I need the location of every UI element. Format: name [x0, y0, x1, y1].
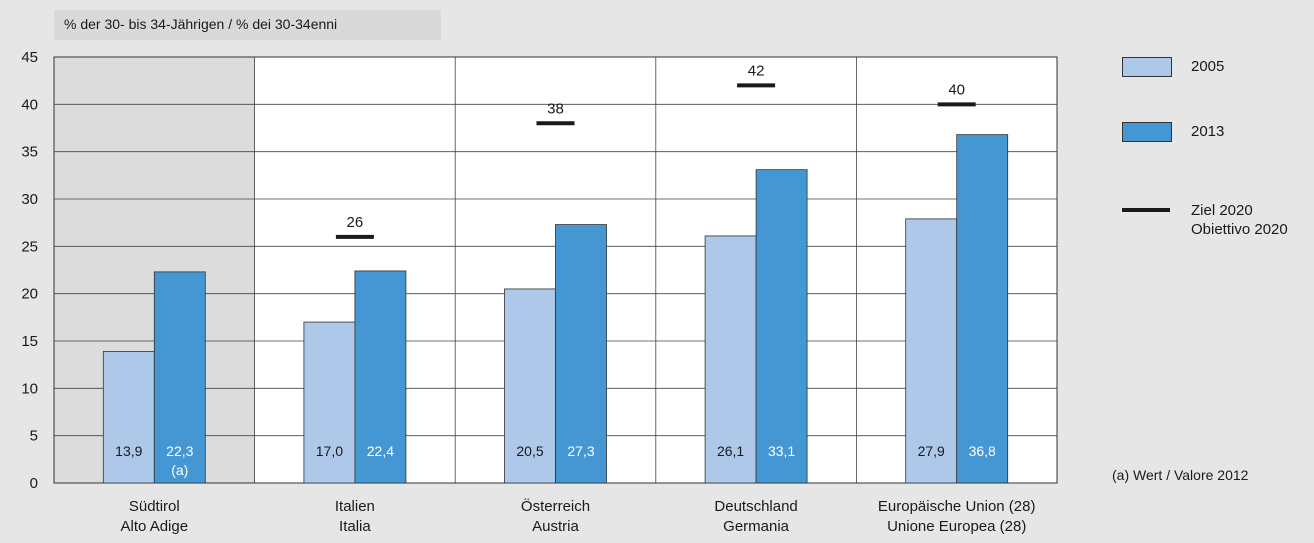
bar-note-label: (a) — [171, 462, 188, 478]
x-tick-label: Alto Adige — [121, 518, 189, 535]
x-tick-label: Unione Europea (28) — [887, 518, 1026, 535]
y-tick-label: 10 — [21, 380, 38, 397]
y-tick-label: 45 — [21, 49, 38, 66]
y-tick-label: 20 — [21, 286, 38, 303]
target-value-label: 42 — [748, 62, 765, 79]
x-tick-label: Austria — [532, 518, 579, 535]
y-tick-label: 30 — [21, 191, 38, 208]
bar-value-label: 17,0 — [316, 443, 343, 459]
bar-value-label: 36,8 — [969, 443, 996, 459]
x-tick-label: Italia — [339, 518, 371, 535]
target-value-label: 40 — [948, 81, 965, 98]
legend-label-2005: 2005 — [1191, 57, 1224, 77]
x-tick-label: Deutschland — [714, 498, 797, 515]
bar-value-label: 27,3 — [567, 443, 594, 459]
bar-value-label: 22,4 — [367, 443, 394, 459]
y-tick-label: 5 — [30, 428, 38, 445]
target-value-label: 38 — [547, 100, 564, 117]
legend-swatch-2005 — [1122, 57, 1172, 77]
x-tick-label: Germania — [723, 518, 790, 535]
bar-value-label: 22,3 — [166, 443, 193, 459]
legend-swatch-2013 — [1122, 122, 1172, 142]
x-tick-label: Südtirol — [129, 498, 180, 515]
legend-label-target-it: Obiettivo 2020 — [1191, 220, 1288, 239]
y-tick-label: 40 — [21, 96, 38, 113]
legend-label-target-de: Ziel 2020 — [1191, 201, 1288, 220]
bar — [103, 351, 154, 483]
target-value-label: 26 — [347, 214, 364, 231]
y-tick-label: 35 — [21, 144, 38, 161]
x-tick-label: Italien — [335, 498, 375, 515]
y-tick-label: 0 — [30, 475, 38, 492]
bar-value-label: 27,9 — [918, 443, 945, 459]
bar-value-label: 33,1 — [768, 443, 795, 459]
x-tick-label: Österreich — [521, 497, 590, 515]
legend-target-line — [1122, 208, 1170, 212]
legend-label-2013: 2013 — [1191, 122, 1224, 142]
y-tick-label: 25 — [21, 238, 38, 255]
bar-value-label: 13,9 — [115, 443, 142, 459]
bar — [756, 170, 807, 483]
x-tick-label: Europäische Union (28) — [878, 498, 1036, 515]
bar-value-label: 26,1 — [717, 443, 744, 459]
bar — [957, 135, 1008, 483]
y-tick-label: 15 — [21, 333, 38, 350]
legend-label-target: Ziel 2020 Obiettivo 2020 — [1191, 201, 1288, 239]
bar-value-label: 20,5 — [516, 443, 543, 459]
footnote: (a) Wert / Valore 2012 — [1112, 467, 1248, 483]
